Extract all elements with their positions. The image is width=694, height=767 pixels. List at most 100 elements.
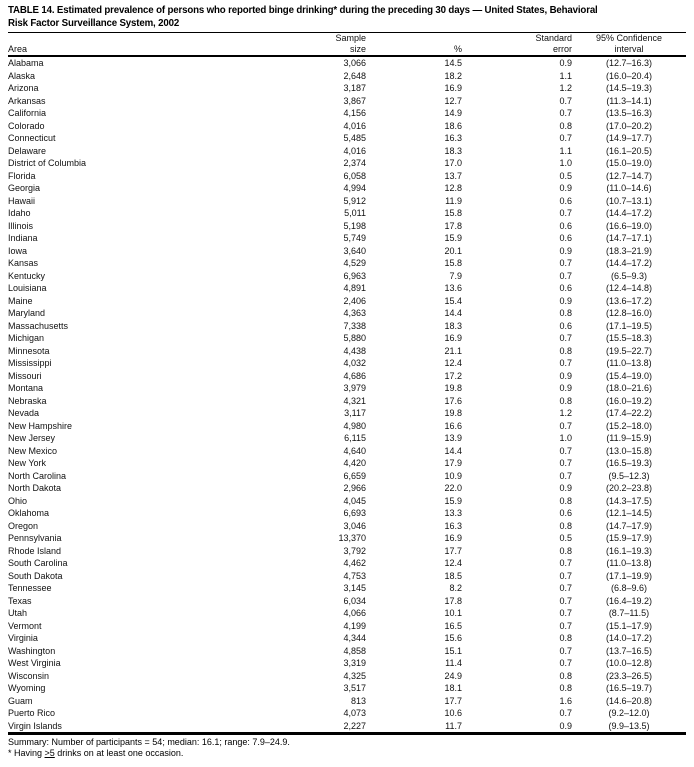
percent-cell: 11.9: [445, 195, 462, 206]
standard-error-cell: 0.7: [559, 458, 572, 468]
area-cell: Massachusetts: [8, 320, 69, 331]
sample-size-cell: 4,858: [343, 645, 366, 656]
confidence-interval-cell: (11.0–14.6): [606, 183, 652, 193]
percent-cell: 17.8: [444, 595, 462, 606]
area-cell: Kentucky: [8, 270, 46, 281]
percent-cell: 15.6: [444, 633, 462, 643]
confidence-interval-cell: (14.3–17.5): [605, 495, 653, 506]
percent-cell: 20.1: [444, 245, 462, 256]
table-row: Iowa 3,640 20.1 0.9 (18.3–21.9): [8, 245, 686, 258]
table-row: Virginia 4,344 15.6 0.8 (14.0–17.2): [8, 632, 686, 645]
confidence-interval-cell: (6.5–9.3): [610, 270, 648, 281]
table-row: New Hampshire 4,980 16.6 0.7 (15.2–18.0): [8, 420, 686, 433]
table-row: Florida 6,058 13.7 0.5 (12.7–14.7): [8, 170, 686, 183]
sample-size-cell: 3,517: [343, 683, 366, 693]
table-row: Alabama 3,066 14.5 0.9 (12.7–16.3): [8, 56, 686, 70]
percent-cell: 12.8: [444, 183, 462, 193]
summary-text: Summary: Number of participants = 54; me…: [8, 737, 290, 747]
percent-cell: 14.9: [444, 108, 462, 118]
sample-size-cell: 2,374: [343, 158, 366, 168]
area-cell: Alaska: [8, 70, 36, 81]
sample-size-cell: 4,016: [343, 145, 366, 156]
table-row: Kansas 4,529 15.8 0.7 (14.4–17.2): [8, 257, 686, 270]
table-row: Vermont 4,199 16.5 0.7 (15.1–17.9): [8, 620, 686, 633]
confidence-interval-cell: (16.5–19.3): [605, 458, 653, 468]
standard-error-cell: 0.7: [559, 358, 572, 368]
standard-error-cell: 0.7: [559, 583, 572, 593]
standard-error-cell: 0.9: [559, 483, 572, 493]
standard-error-cell: 0.8: [559, 670, 572, 681]
sample-size-cell: 6,034: [343, 595, 366, 606]
standard-error-cell: 0.7: [559, 133, 572, 143]
area-cell: Maryland: [8, 308, 46, 318]
area-cell: Hawaii: [8, 195, 36, 206]
confidence-interval-cell: (15.5–18.3): [605, 333, 653, 343]
confidence-interval-cell: (15.0–19.0): [605, 158, 653, 168]
sample-size-cell: 7,338: [343, 320, 366, 331]
prevalence-table: Sample Standard 95% Confidence Area size…: [8, 33, 686, 735]
percent-cell: 15.4: [444, 295, 462, 306]
standard-error-cell: 0.7: [559, 645, 572, 656]
confidence-interval-cell: (14.5–19.3): [605, 83, 653, 93]
standard-error-cell: 1.2: [559, 408, 572, 418]
sample-size-cell: 4,073: [343, 708, 366, 718]
percent-cell: 12.4: [444, 358, 462, 368]
standard-error-cell: 0.7: [559, 570, 572, 581]
sample-size-cell: 4,321: [343, 395, 366, 406]
sample-size-cell: 4,640: [343, 445, 366, 456]
confidence-interval-cell: (17.1–19.5): [605, 320, 653, 331]
confidence-interval-cell: (14.7–17.1): [605, 233, 653, 243]
table-row: Oregon 3,046 16.3 0.8 (14.7–17.9): [8, 520, 686, 533]
confidence-interval-cell: (11.9–15.9): [606, 433, 652, 443]
sample-size-cell: 3,979: [343, 383, 366, 393]
sample-size-cell: 4,016: [343, 120, 366, 131]
table-row: Maine 2,406 15.4 0.9 (13.6–17.2): [8, 295, 686, 308]
percent-cell: 11.7: [445, 720, 462, 731]
standard-error-cell: 0.8: [559, 345, 572, 356]
table-row: Hawaii 5,912 11.9 0.6 (10.7–13.1): [8, 195, 686, 208]
table-row: Guam 813 17.7 1.6 (14.6–20.8): [8, 695, 686, 708]
sample-size-cell: 813: [350, 695, 366, 706]
footnote-text: * Having >5 drinks on at least one occas…: [8, 748, 686, 759]
area-cell: Idaho: [8, 208, 31, 218]
footnote-gte-symbol: >5: [44, 748, 55, 758]
area-cell: Georgia: [8, 183, 41, 193]
confidence-interval-cell: (12.7–16.3): [605, 58, 653, 68]
table-row: Mississippi 4,032 12.4 0.7 (11.0–13.8): [8, 357, 686, 370]
percent-cell: 15.9: [444, 495, 462, 506]
table-row: Delaware 4,016 18.3 1.1 (16.1–20.5): [8, 145, 686, 158]
table-row: Alaska 2,648 18.2 1.1 (16.0–20.4): [8, 70, 686, 83]
header-row-1: Sample Standard 95% Confidence: [8, 33, 686, 44]
area-cell: West Virginia: [8, 658, 61, 668]
sample-size-cell: 4,344: [343, 633, 366, 643]
percent-cell: 21.1: [444, 345, 462, 356]
confidence-interval-cell: (12.7–14.7): [605, 170, 653, 181]
sample-size-cell: 4,066: [343, 608, 366, 618]
standard-error-cell: 0.7: [559, 658, 572, 668]
standard-error-cell: 1.6: [559, 695, 572, 706]
area-cell: Colorado: [8, 120, 45, 131]
area-cell: Florida: [8, 170, 36, 181]
percent-cell: 11.4: [445, 658, 462, 668]
table-row: Idaho 5,011 15.8 0.7 (14.4–17.2): [8, 207, 686, 220]
table-row: North Carolina 6,659 10.9 0.7 (9.5–12.3): [8, 470, 686, 483]
table-row: Indiana 5,749 15.9 0.6 (14.7–17.1): [8, 232, 686, 245]
confidence-interval-cell: (17.0–20.2): [605, 120, 653, 131]
confidence-interval-cell: (18.3–21.9): [605, 245, 653, 256]
confidence-interval-cell: (8.7–11.5): [608, 608, 650, 618]
percent-cell: 10.1: [444, 608, 462, 618]
standard-error-cell: 0.7: [559, 595, 572, 606]
confidence-interval-cell: (6.8–9.6): [610, 583, 648, 593]
percent-cell: 18.6: [444, 120, 462, 131]
area-cell: Puerto Rico: [8, 708, 56, 718]
area-cell: Minnesota: [8, 345, 50, 356]
area-cell: Illinois: [8, 220, 34, 231]
percent-cell: 19.8: [444, 408, 462, 418]
sample-size-cell: 6,963: [343, 270, 366, 281]
percent-cell: 19.8: [444, 383, 462, 393]
percent-cell: 13.6: [444, 283, 462, 293]
area-cell: Connecticut: [8, 133, 56, 143]
percent-cell: 17.9: [444, 458, 462, 468]
area-cell: Vermont: [8, 620, 42, 631]
standard-error-cell: 0.9: [559, 383, 572, 393]
